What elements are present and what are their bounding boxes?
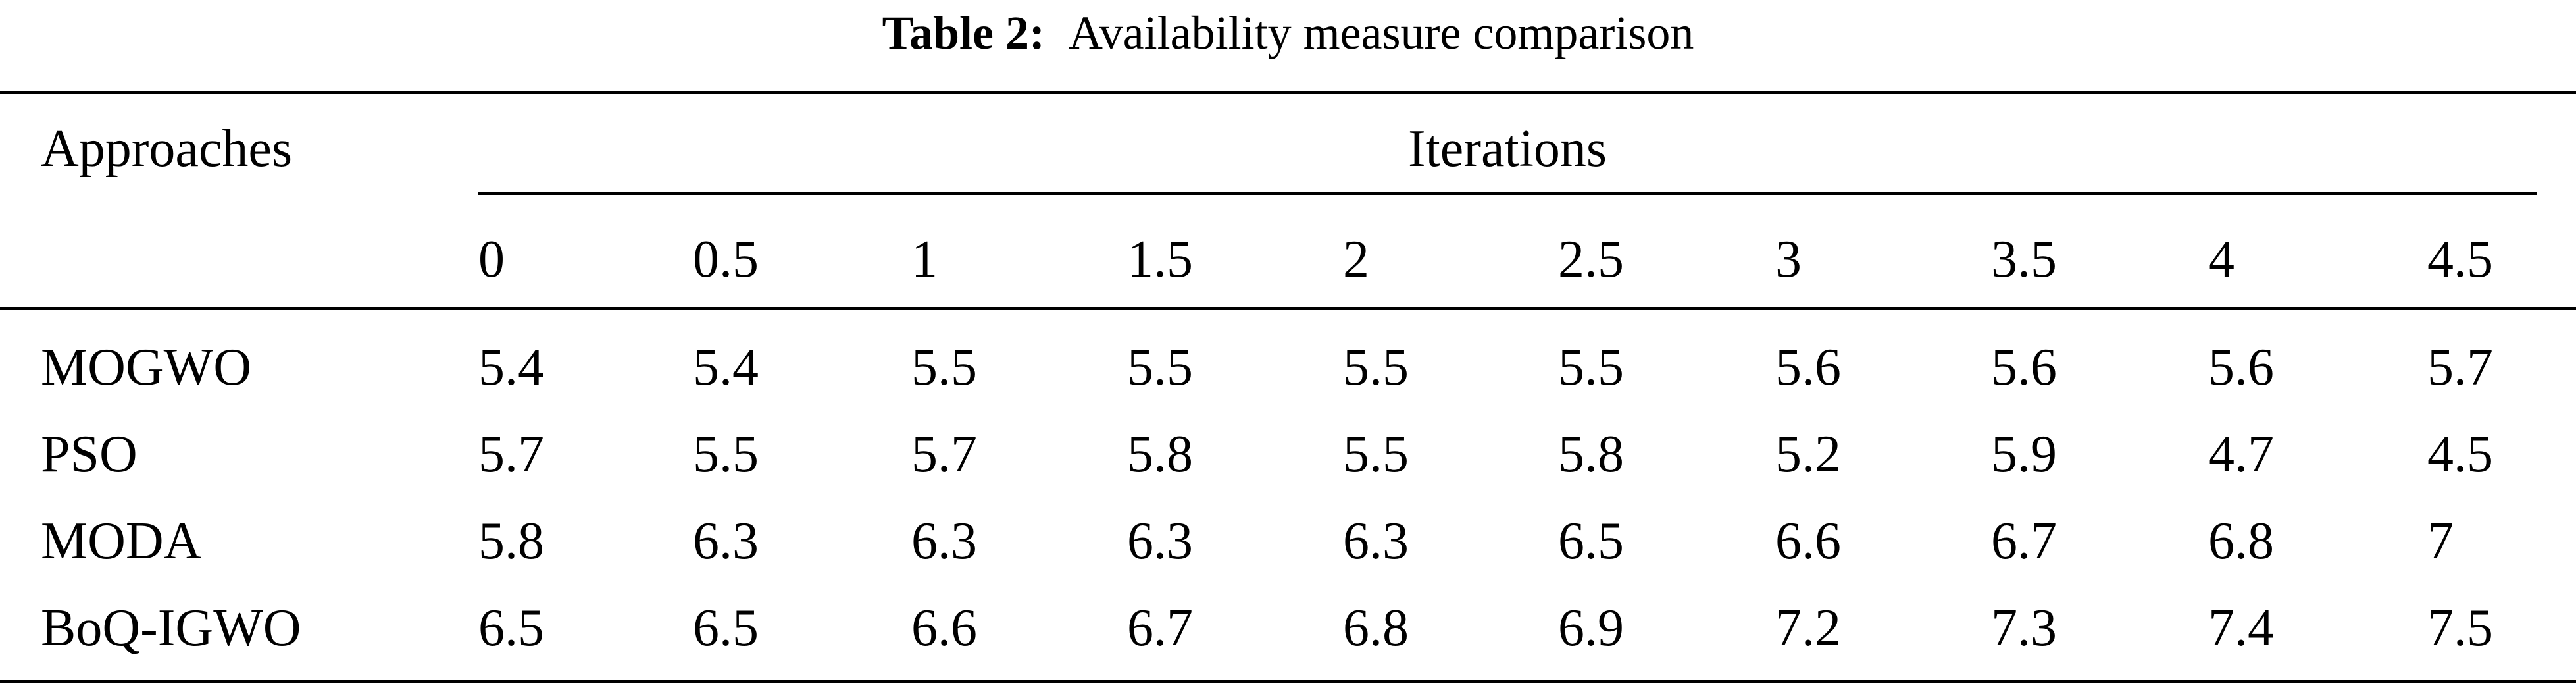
group-header-label: Iterations <box>1407 120 1607 178</box>
iterations-group-rule <box>478 192 2537 195</box>
row-label: BoQ-IGWO <box>41 599 301 657</box>
column-header: 3.5 <box>1991 230 2057 288</box>
table-cell: 5.5 <box>1558 338 1624 396</box>
table-caption-title: Availability measure comparison <box>1069 7 1694 59</box>
table-cell: 7.3 <box>1991 599 2057 657</box>
table-cell: 4.7 <box>2208 425 2274 483</box>
table-cell: 7 <box>2427 512 2454 570</box>
table-cell: 4.5 <box>2427 425 2493 483</box>
table-cell: 5.5 <box>1343 338 1409 396</box>
table-cell: 7.4 <box>2208 599 2274 657</box>
table-cell: 5.5 <box>693 425 759 483</box>
table-cell: 5.7 <box>478 425 544 483</box>
table-cell: 6.5 <box>478 599 544 657</box>
table-cell: 6.7 <box>1127 599 1193 657</box>
column-header: 3 <box>1775 230 1802 288</box>
table-cell: 6.5 <box>1558 512 1624 570</box>
table-cell: 5.6 <box>1775 338 1841 396</box>
table-cell: 5.7 <box>911 425 977 483</box>
column-header: 2.5 <box>1558 230 1624 288</box>
table-cell: 6.8 <box>1343 599 1409 657</box>
table-cell: 7.5 <box>2427 599 2493 657</box>
table-cell: 6.7 <box>1991 512 2057 570</box>
row-label: MODA <box>41 512 202 570</box>
table-cell: 6.3 <box>1343 512 1409 570</box>
table-cell: 5.5 <box>911 338 977 396</box>
table-cell: 5.6 <box>1991 338 2057 396</box>
table-cell: 5.6 <box>2208 338 2274 396</box>
column-header: 4 <box>2208 230 2235 288</box>
column-header: 2 <box>1343 230 1369 288</box>
table-bottom-rule <box>0 680 2576 683</box>
table-header-rule <box>0 307 2576 310</box>
table-cell: 6.3 <box>693 512 759 570</box>
row-header-label: Approaches <box>41 120 293 178</box>
column-header: 0 <box>478 230 505 288</box>
column-header: 4.5 <box>2427 230 2493 288</box>
table-cell: 5.5 <box>1343 425 1409 483</box>
column-header: 1.5 <box>1127 230 1193 288</box>
table-cell: 5.4 <box>693 338 759 396</box>
table-top-rule <box>0 91 2576 94</box>
row-label: PSO <box>41 425 138 483</box>
column-header: 1 <box>911 230 938 288</box>
table-cell: 6.3 <box>1127 512 1193 570</box>
table-cell: 5.4 <box>478 338 544 396</box>
table-cell: 5.2 <box>1775 425 1841 483</box>
table-caption-label: Table 2: <box>882 7 1045 59</box>
row-label: MOGWO <box>41 338 251 396</box>
table-cell: 6.6 <box>1775 512 1841 570</box>
table-cell: 7.2 <box>1775 599 1841 657</box>
table-cell: 5.7 <box>2427 338 2493 396</box>
table-cell: 6.3 <box>911 512 977 570</box>
table-cell: 6.8 <box>2208 512 2274 570</box>
table-cell: 6.6 <box>911 599 977 657</box>
table-caption: Table 2: Availability measure comparison <box>0 0 2576 72</box>
table-cell: 5.8 <box>1558 425 1624 483</box>
table-cell: 6.9 <box>1558 599 1624 657</box>
table-cell: 5.9 <box>1991 425 2057 483</box>
column-header: 0.5 <box>693 230 759 288</box>
table-cell: 5.5 <box>1127 338 1193 396</box>
table-cell: 5.8 <box>1127 425 1193 483</box>
table-cell: 6.5 <box>693 599 759 657</box>
table-cell: 5.8 <box>478 512 544 570</box>
